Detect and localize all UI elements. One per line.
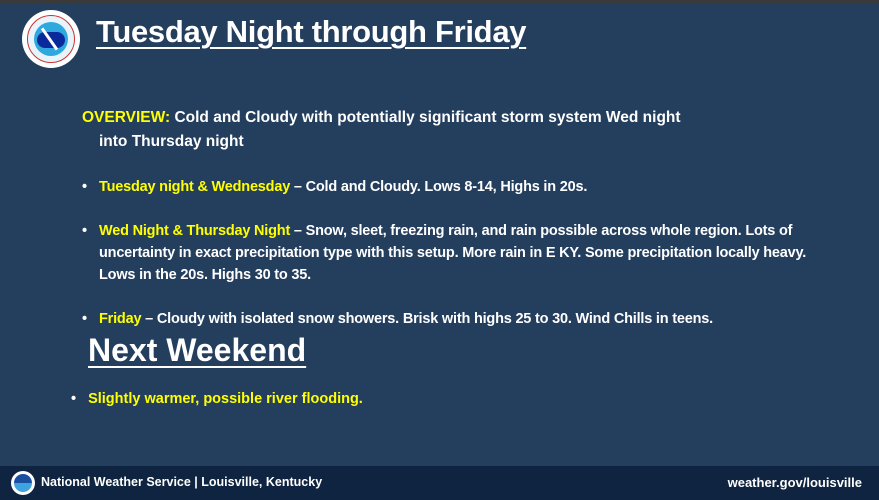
bullet-list: Wed Night & Thursday Night – Snow, sleet… [82, 220, 812, 286]
bullet-tuesday: Tuesday night & Wednesday – Cold and Clo… [82, 176, 812, 198]
bullet-friday: Friday – Cloudy with isolated snow showe… [82, 308, 812, 330]
top-border [0, 0, 879, 3]
overview-text: Cold and Cloudy with potentially signifi… [170, 109, 681, 126]
bullet-wed-thu: Wed Night & Thursday Night – Snow, sleet… [82, 220, 812, 286]
nws-logo-icon [22, 10, 80, 68]
bullet-list: Tuesday night & Wednesday – Cold and Clo… [82, 176, 812, 198]
footer-org: National Weather Service | Louisville, K… [41, 475, 323, 489]
overview: OVERVIEW: Cold and Cloudy with potential… [82, 106, 822, 154]
bullet-list: Friday – Cloudy with isolated snow showe… [82, 308, 812, 330]
slide-title: Tuesday Night through Friday [96, 14, 527, 49]
footer-url: weather.gov/louisville [727, 475, 862, 490]
overview-text-continued: into Thursday night [99, 133, 244, 150]
bullet-next-weekend: • Slightly warmer, possible river floodin… [71, 391, 363, 407]
footer: National Weather Service | Louisville, K… [0, 466, 879, 500]
noaa-logo-icon [11, 471, 35, 495]
next-weekend-heading: Next Weekend [88, 332, 307, 368]
overview-label: OVERVIEW: [82, 109, 171, 126]
